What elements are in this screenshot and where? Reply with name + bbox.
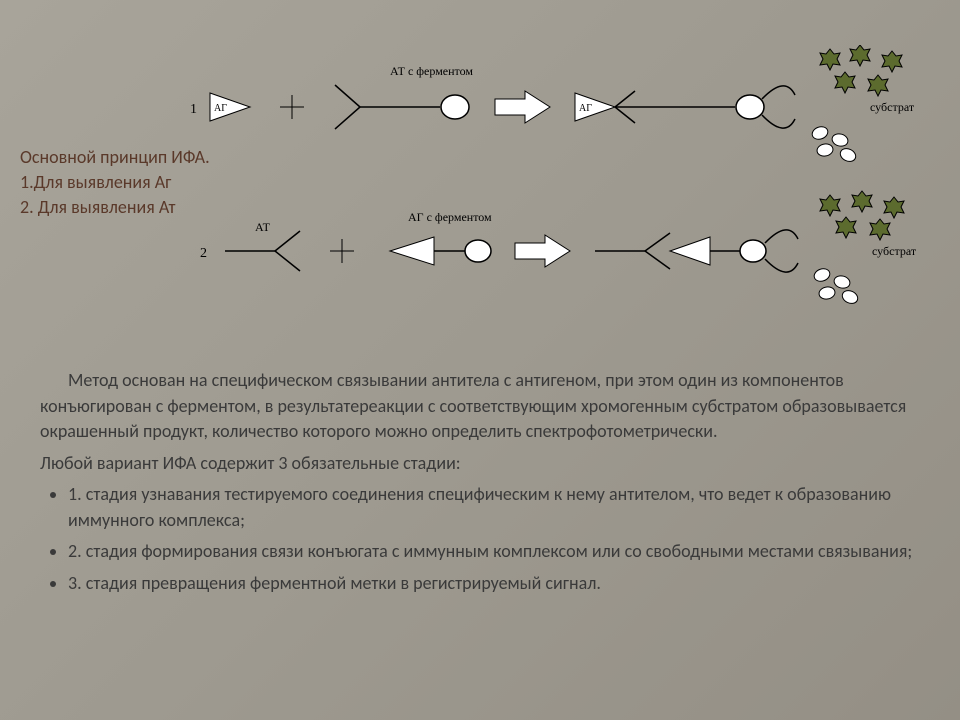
at-label: АТ bbox=[255, 220, 271, 234]
ag-label: АГ bbox=[214, 103, 227, 114]
ag-enzyme-label: АГ с ферментом bbox=[408, 210, 492, 224]
antibody-icon bbox=[225, 231, 300, 271]
ag-enzyme-icon bbox=[390, 237, 491, 265]
substrate-green-icon bbox=[820, 45, 902, 96]
stage-2: 2. стадия формирования связи конъюгата с… bbox=[68, 539, 920, 565]
result-complex-icon-2 bbox=[595, 230, 798, 272]
substrate-white-icon bbox=[810, 125, 857, 164]
plus-icon-2 bbox=[330, 239, 354, 263]
substrate-label-1: субстрат bbox=[870, 100, 915, 114]
row1-number: 1 bbox=[190, 102, 197, 117]
elisa-diagram: 1 АГ АТ с ферментом АГ субстрат bbox=[180, 45, 940, 305]
substrate-label-2: субстрат bbox=[872, 244, 917, 258]
antibody-enzyme-icon bbox=[335, 85, 469, 129]
paragraph-2: Любой вариант ИФА содержит 3 обязательны… bbox=[40, 451, 920, 477]
substrate-white-icon-2 bbox=[812, 267, 859, 306]
row2-number: 2 bbox=[200, 246, 207, 261]
arrow-icon bbox=[495, 91, 550, 123]
paragraph-1: Метод основан на специфическом связывани… bbox=[40, 368, 920, 445]
plus-icon bbox=[280, 95, 304, 119]
result-complex-icon: АГ bbox=[575, 86, 795, 128]
stage-3: 3. стадия превращения ферментной метки в… bbox=[68, 571, 920, 597]
body-text: Метод основан на специфическом связывани… bbox=[40, 368, 920, 602]
result-ag-label: АГ bbox=[579, 103, 592, 114]
arrow-icon-2 bbox=[515, 235, 570, 267]
at-enzyme-label: АТ с ферментом bbox=[390, 64, 473, 78]
substrate-green-icon-2 bbox=[820, 191, 904, 240]
stage-1: 1. стадия узнавания тестируемого соедине… bbox=[68, 482, 920, 533]
stages-list: 1. стадия узнавания тестируемого соедине… bbox=[68, 482, 920, 596]
